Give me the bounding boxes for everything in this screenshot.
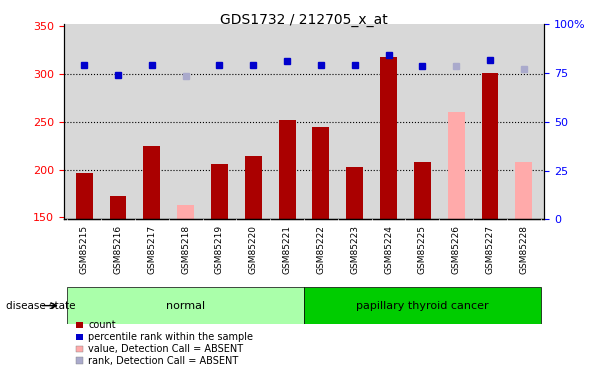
Text: papillary thyroid cancer: papillary thyroid cancer xyxy=(356,301,489,310)
Text: GSM85226: GSM85226 xyxy=(452,225,461,274)
Text: GSM85224: GSM85224 xyxy=(384,225,393,274)
Text: GSM85215: GSM85215 xyxy=(80,225,89,274)
Text: GSM85227: GSM85227 xyxy=(486,225,494,274)
Text: GSM85222: GSM85222 xyxy=(316,225,325,274)
Bar xyxy=(482,73,499,219)
Bar xyxy=(245,156,261,219)
Text: normal: normal xyxy=(166,301,205,310)
Text: GDS1732 / 212705_x_at: GDS1732 / 212705_x_at xyxy=(220,13,388,27)
Bar xyxy=(516,162,533,219)
Bar xyxy=(380,57,397,219)
Bar xyxy=(109,196,126,219)
Bar xyxy=(414,162,431,219)
Text: GSM85219: GSM85219 xyxy=(215,225,224,274)
Bar xyxy=(304,287,541,324)
Text: GSM85218: GSM85218 xyxy=(181,225,190,274)
Text: GSM85225: GSM85225 xyxy=(418,225,427,274)
Bar xyxy=(143,146,161,219)
Legend: count, percentile rank within the sample, value, Detection Call = ABSENT, rank, : count, percentile rank within the sample… xyxy=(72,316,257,370)
Text: GSM85217: GSM85217 xyxy=(147,225,156,274)
Text: GSM85228: GSM85228 xyxy=(519,225,528,274)
Text: GSM85223: GSM85223 xyxy=(350,225,359,274)
Bar xyxy=(347,167,363,219)
Bar xyxy=(177,205,194,219)
Bar xyxy=(211,164,228,219)
Bar xyxy=(75,172,92,219)
Bar xyxy=(313,127,330,219)
Bar xyxy=(447,112,465,219)
Bar xyxy=(278,120,295,219)
Text: GSM85221: GSM85221 xyxy=(283,225,292,274)
Bar xyxy=(67,287,304,324)
Text: GSM85216: GSM85216 xyxy=(114,225,122,274)
Text: disease state: disease state xyxy=(6,301,75,310)
Text: GSM85220: GSM85220 xyxy=(249,225,258,274)
